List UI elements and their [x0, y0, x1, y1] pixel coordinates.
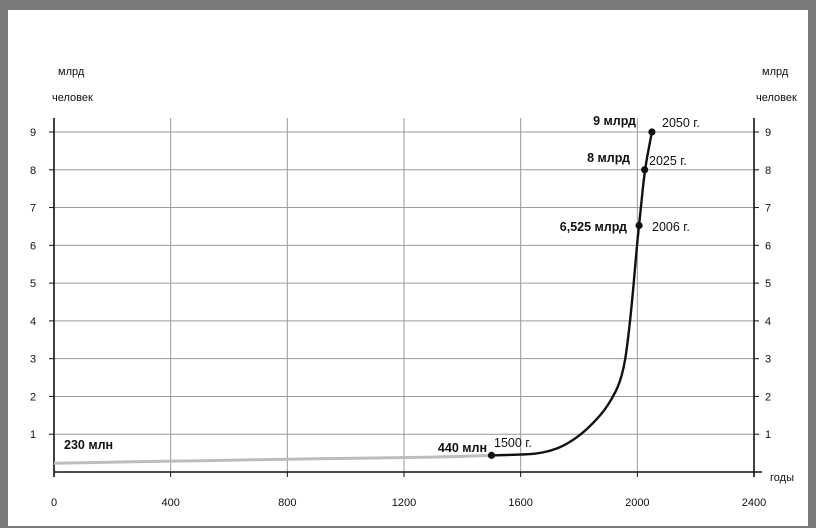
y-tick-label-left: 1: [30, 429, 36, 441]
y-unit-right-line2: человек: [756, 92, 797, 104]
y-tick-label-left: 9: [30, 127, 36, 139]
y-tick-label-right: 3: [765, 354, 771, 366]
y-unit-left-line1: млрд: [58, 66, 85, 78]
y-tick-label-left: 5: [30, 278, 36, 290]
annotation-value: 440 млн: [438, 441, 487, 455]
y-tick-label-right: 9: [765, 127, 771, 139]
y-tick-label-right: 8: [765, 165, 771, 177]
grid: [54, 118, 754, 472]
annotation-year: 1500 г.: [494, 436, 532, 450]
y-tick-label-left: 4: [30, 316, 36, 328]
y-tick-label-right: 1: [765, 429, 771, 441]
annotation-year: 2025 г.: [649, 154, 687, 168]
annotation-value: 6,525 млрд: [560, 220, 627, 234]
y-unit-right-line1: млрд: [762, 66, 789, 78]
y-tick-label-right: 5: [765, 278, 771, 290]
x-tick-label: 1200: [392, 497, 416, 509]
data-point-marker: [635, 221, 643, 230]
x-tick-label: 2400: [742, 497, 766, 509]
annotation-value: 230 млн: [64, 438, 113, 452]
annotation-year: 2050 г.: [662, 116, 700, 130]
x-tick-label: 1600: [508, 497, 532, 509]
tick-labels: 1 1 2 2 3 3 4 4 5 5 6 6 7 7 8 8 9 9 0 400 800 1200 1600 2000 240…: [30, 127, 771, 509]
series-line-modern: [491, 131, 654, 457]
data-point-marker: [487, 451, 496, 459]
y-tick-label-left: 3: [30, 354, 36, 366]
series-layer: [53, 131, 654, 465]
y-tick-label-left: 2: [30, 391, 36, 403]
y-tick-label-left: 8: [30, 165, 36, 177]
axes: [49, 118, 762, 477]
y-tick-label-right: 6: [765, 240, 771, 252]
annotation-value: 9 млрд: [593, 114, 636, 128]
annotation-value: 8 млрд: [587, 151, 630, 165]
y-tick-label-right: 4: [765, 316, 771, 328]
axis-units: млрд человек млрд человек годы: [52, 66, 797, 484]
x-tick-label: 400: [161, 497, 179, 509]
annotations: 230 млн 440 млн 1500 г. 6,525 млрд 2006 г. 8 …: [64, 114, 700, 459]
y-tick-label-right: 2: [765, 391, 771, 403]
data-point-marker: [641, 166, 649, 174]
annotation-year: 2006 г.: [652, 220, 690, 234]
series-line-ancient: [53, 453, 492, 465]
x-tick-label: 2000: [625, 497, 649, 509]
x-axis-label: годы: [770, 472, 794, 484]
data-point-marker: [648, 128, 656, 136]
y-unit-left-line2: человек: [52, 92, 93, 104]
y-tick-label-left: 7: [30, 203, 36, 215]
y-tick-label-left: 6: [30, 240, 36, 252]
x-tick-label: 0: [51, 497, 57, 509]
y-tick-label-right: 7: [765, 203, 771, 215]
x-tick-label: 800: [278, 497, 296, 509]
